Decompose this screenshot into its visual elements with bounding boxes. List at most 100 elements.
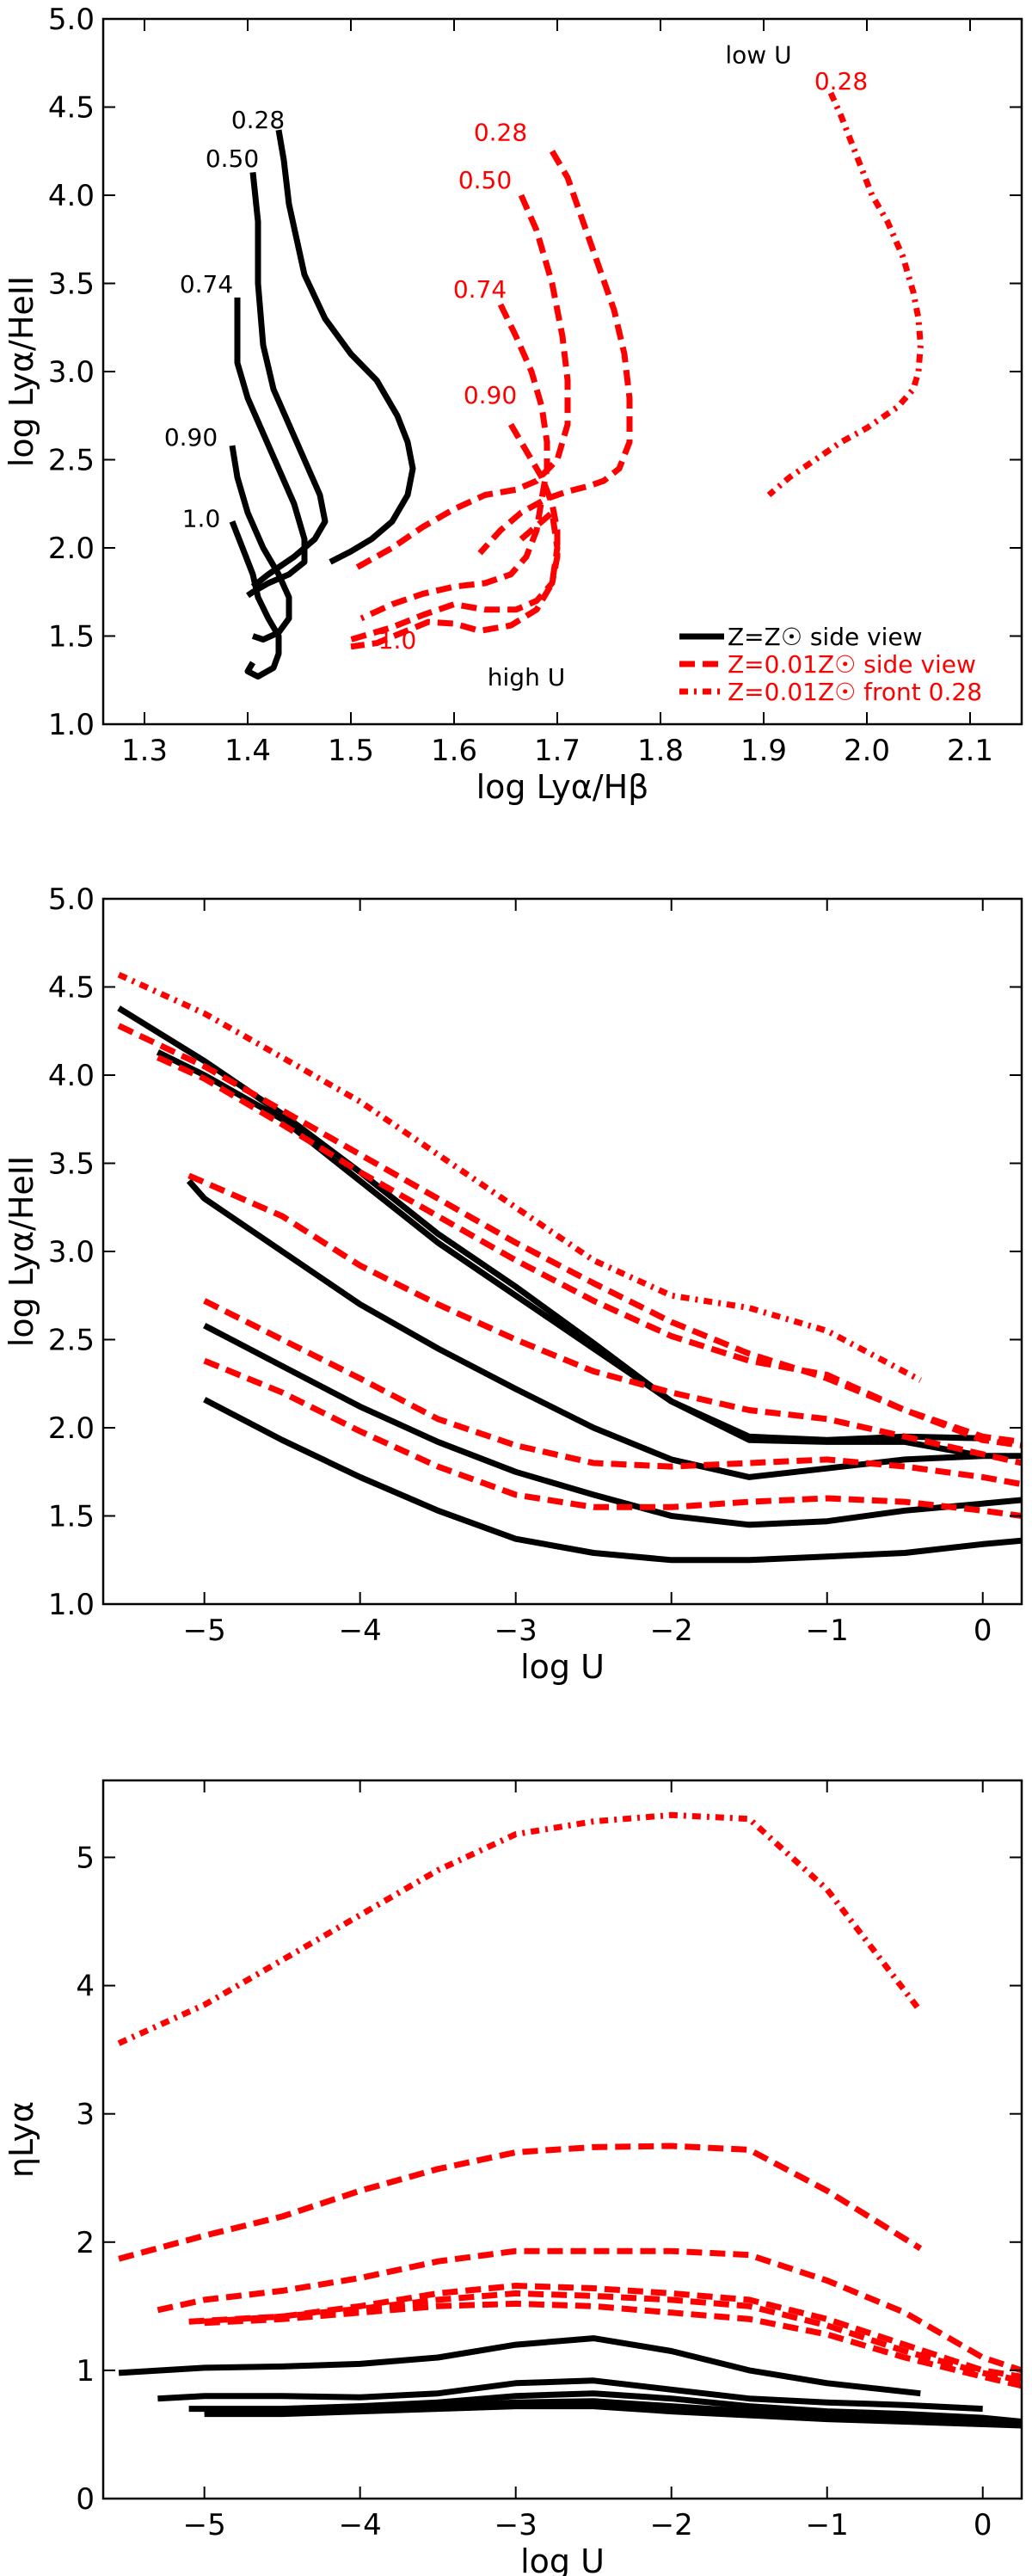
y-axis-title: log Lyα/HeII [3, 276, 40, 467]
y-tick-label: 1.5 [48, 1500, 95, 1534]
series-line-4 [203, 1322, 1022, 1528]
x-tick-label: −3 [494, 1614, 538, 1648]
series-line-9 [350, 422, 561, 642]
y-tick-label: 2.5 [48, 1324, 95, 1358]
annotation-label: 0.28 [231, 106, 285, 134]
x-tick-label: 2.0 [844, 734, 890, 768]
x-tick-label: −4 [339, 2508, 382, 2542]
y-tick-label: 1.0 [48, 1588, 95, 1622]
y-tick-label: 5.0 [48, 882, 95, 917]
y-tick-label: 0 [76, 2482, 95, 2517]
series-group [229, 91, 924, 680]
y-tick-label: 1.0 [48, 708, 95, 742]
legend-label: Z=0.01Z☉ side view [728, 650, 976, 679]
annotation-label: 0.28 [814, 67, 868, 95]
series-line-2 [249, 172, 329, 589]
x-tick-label: 1.5 [328, 734, 374, 768]
annotation-label: 1.0 [378, 626, 417, 655]
y-tick-label: 3.5 [48, 267, 95, 302]
y-tick-label: 3 [76, 2098, 95, 2132]
y-tick-label: 3.0 [48, 355, 95, 390]
x-axis-title: log Lyα/Hβ [476, 768, 649, 806]
y-axis-title: log Lyα/HeII [3, 1156, 40, 1347]
series-line-1 [117, 1005, 983, 1443]
series-group [117, 1811, 1022, 2429]
y-tick-label: 1.5 [48, 620, 95, 655]
series-line-8 [187, 1172, 1022, 1466]
series-line-7 [157, 2247, 1022, 2374]
y-tick-label: 2 [76, 2226, 95, 2260]
panel-1: 1.3 1.4 1.5 1.6 1.7 1.8 1.9 2.0 2.1 1.0 1.5 2.0 2.5 3… [3, 3, 1023, 806]
panel-2: −5 −4 −3 −2 −1 0 1.0 1.5 2.0 2.5 3.0 3.5 4.0 4.5 5.0 lo… [3, 882, 1023, 1686]
annotation-label: 1.0 [182, 504, 221, 532]
x-tick-label: −5 [183, 1614, 226, 1648]
series-line-1 [118, 2335, 921, 2397]
y-tick-label: 1 [76, 2354, 95, 2388]
annotation-label: 0.74 [453, 275, 507, 304]
y-tick-label: 4.0 [48, 179, 95, 213]
y-tick-label: 2.0 [48, 1411, 95, 1446]
y-tick-label: 4.5 [48, 91, 95, 126]
legend-label: Z=Z☉ side view [728, 623, 923, 651]
x-tick-label: 1.8 [637, 734, 684, 768]
series-line-6 [117, 1023, 1022, 1445]
y-tick-label: 4.5 [48, 971, 95, 1005]
annotation-label: 0.50 [206, 144, 259, 173]
annotation-label: 0.90 [464, 381, 517, 409]
series-line-10 [350, 509, 561, 650]
y-tick-label: 5.0 [48, 3, 95, 37]
y-tick-label: 3.5 [48, 1147, 95, 1182]
y-tick-label: 2.5 [48, 444, 95, 478]
plot-frame [101, 1779, 1023, 2500]
x-tick-label: −2 [650, 1614, 693, 1648]
series-line-7 [349, 194, 571, 574]
x-tick-label: −5 [183, 2508, 226, 2542]
x-axis-title: log U [520, 1648, 605, 1686]
x-tick-label: −1 [806, 2508, 849, 2542]
annotation-label: 0.74 [180, 270, 233, 298]
panel-3: −5 −4 −3 −2 −1 0 0 1 2 3 4 5 log U ηLyα [3, 1779, 1023, 2576]
x-tick-label: 0 [974, 2508, 992, 2542]
series-line-6 [118, 2143, 923, 2262]
series-line-9 [204, 2290, 1022, 2384]
series-line-1 [275, 129, 416, 565]
series-line-5 [229, 520, 282, 680]
x-tick-label: 1.4 [224, 734, 271, 768]
series-line-3 [234, 297, 308, 599]
annotation-label: 0.90 [164, 423, 218, 452]
series-line-4 [229, 445, 292, 643]
series-line-7 [156, 1054, 1022, 1448]
x-tick-label: −2 [650, 2508, 693, 2542]
annotation-label: 0.50 [458, 166, 512, 194]
series-line-3 [186, 1178, 1022, 1480]
y-tick-label: 3.0 [48, 1235, 95, 1270]
series-line-5 [203, 1397, 1022, 1564]
y-tick-label: 4.0 [48, 1059, 95, 1093]
y-axis-title: ηLyα [3, 2101, 40, 2178]
y-tick-label: 4 [76, 1970, 95, 2004]
x-axis-title: log U [520, 2542, 605, 2576]
x-tick-label: −1 [806, 1614, 849, 1648]
series-line-2 [157, 2377, 983, 2413]
legend-label: Z=0.01Z☉ front 0.28 [728, 678, 982, 706]
annotation-label: low U [725, 40, 791, 69]
series-line-5 [204, 2403, 1022, 2429]
series-line-8 [359, 303, 550, 622]
x-tick-label: 1.9 [740, 734, 787, 768]
series-line-10 [204, 2300, 1022, 2389]
y-tick-label: 2.0 [48, 532, 95, 566]
x-tick-label: −4 [339, 1614, 382, 1648]
series-line-11 [117, 972, 922, 1383]
y-tick-label: 5 [76, 1841, 95, 1875]
x-tick-label: 2.1 [947, 734, 993, 768]
series-group [117, 972, 1022, 1564]
x-tick-label: 1.7 [534, 734, 580, 768]
x-tick-label: 0 [974, 1614, 992, 1648]
annotation-label: high U [488, 663, 565, 692]
series-line-9 [203, 1298, 1022, 1488]
annotation-label: 0.28 [474, 118, 527, 146]
series-line-2 [156, 1049, 984, 1460]
series-line-11 [766, 91, 924, 498]
x-tick-label: 1.3 [121, 734, 168, 768]
